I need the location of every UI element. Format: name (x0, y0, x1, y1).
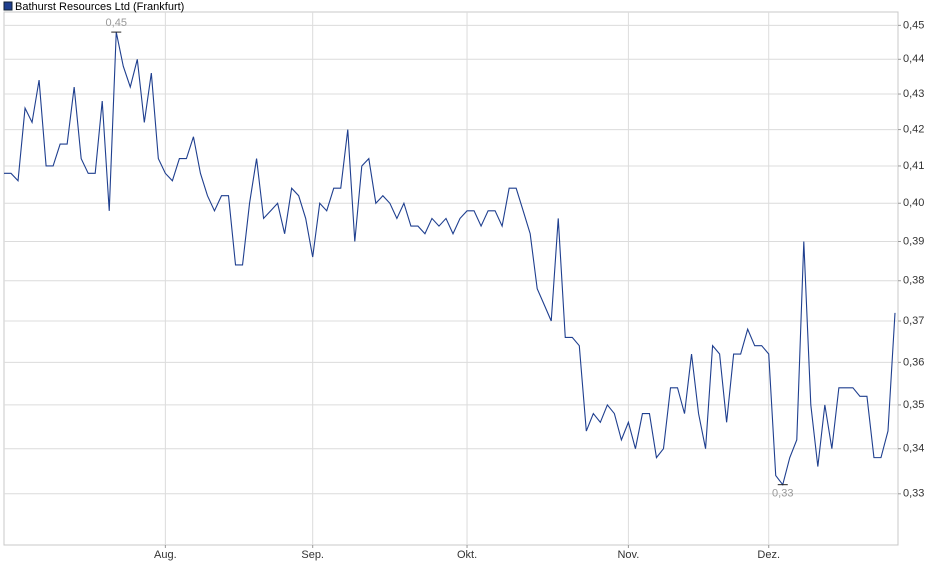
legend-label: Bathurst Resources Ltd (Frankfurt) (15, 1, 184, 13)
y-tick-label: 0,37 (903, 315, 924, 327)
x-tick-label: Aug. (154, 549, 177, 561)
y-tick-label: 0,41 (903, 160, 924, 172)
x-tick-label: Sep. (301, 549, 324, 561)
value-label: 0,33 (772, 488, 793, 500)
value-label: 0,45 (106, 17, 127, 29)
y-tick-label: 0,38 (903, 275, 924, 287)
legend-swatch (3, 1, 13, 11)
y-tick-label: 0,42 (903, 123, 924, 135)
y-tick-label: 0,39 (903, 235, 924, 247)
y-tick-label: 0,44 (903, 53, 924, 65)
plot-frame (3, 11, 899, 546)
y-tick-label: 0,35 (903, 399, 924, 411)
y-tick-label: 0,36 (903, 356, 924, 368)
y-tick-label: 0,45 (903, 19, 924, 31)
x-tick-label: Okt. (457, 549, 477, 561)
y-tick-label: 0,40 (903, 197, 924, 209)
x-tick-label: Nov. (617, 549, 639, 561)
y-tick-label: 0,34 (903, 443, 924, 455)
price-line (4, 31, 896, 486)
y-tick-label: 0,33 (903, 488, 924, 500)
x-tick-label: Dez. (757, 549, 780, 561)
y-tick-label: 0,43 (903, 88, 924, 100)
